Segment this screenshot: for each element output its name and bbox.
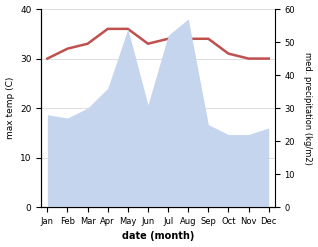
Y-axis label: max temp (C): max temp (C) [5, 77, 15, 139]
X-axis label: date (month): date (month) [122, 231, 194, 242]
Y-axis label: med. precipitation (kg/m2): med. precipitation (kg/m2) [303, 52, 313, 165]
